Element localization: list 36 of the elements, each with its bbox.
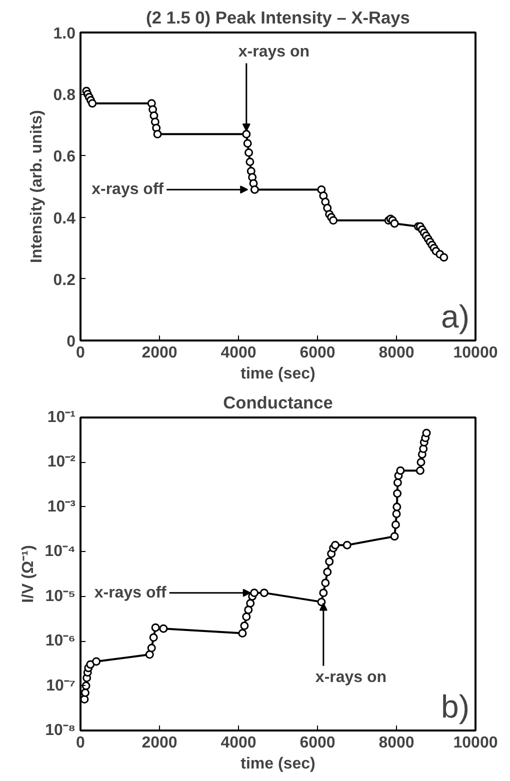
x-tick-label: 6000 [300, 344, 336, 362]
y-tick-label: 0.4 [53, 210, 76, 228]
y-tick-label: 10⁻⁵ [45, 588, 76, 605]
annotation: x-rays off [92, 181, 164, 198]
annotation: b) [441, 688, 470, 724]
x-tick-label: 2000 [142, 344, 178, 362]
y-tick-label: 10⁻³ [47, 498, 76, 516]
y-tick-label: 10⁻² [47, 454, 76, 471]
x-tick-label: 2000 [142, 734, 178, 752]
y-tick-label: 10⁻⁷ [46, 677, 76, 694]
annotation: x-rays off [94, 584, 168, 602]
y-axis-title: Intensity (arb. units) [28, 110, 46, 263]
x-tick-label: 10000 [453, 344, 498, 362]
annotation: x-rays on [315, 668, 387, 686]
chart-title: Conductance [223, 392, 334, 412]
x-tick-label: 6000 [300, 734, 336, 752]
x-tick-label: 4000 [220, 734, 256, 752]
y-tick-label: 0.8 [53, 87, 76, 104]
x-tick-label: 8000 [378, 344, 414, 362]
y-tick-label: 10⁻⁸ [45, 722, 76, 739]
annotation: x-rays on [238, 43, 310, 60]
y-tick-label: 0 [66, 334, 76, 350]
x-tick-label: 10000 [453, 734, 498, 752]
y-tick-label: 1.0 [53, 26, 76, 42]
y-tick-label: 0.6 [53, 148, 76, 166]
y-tick-label: 10⁻¹ [47, 409, 76, 426]
x-tick-label: 4000 [220, 344, 256, 362]
x-axis-title: time (sec) [240, 366, 316, 382]
annotation: a) [441, 298, 470, 334]
y-tick-label: 0.2 [53, 272, 76, 289]
chart-title: (2 1.5 0) Peak Intensity – X-Rays [146, 8, 410, 28]
y-axis-title: I/V (Ω⁻¹) [20, 545, 37, 603]
y-tick-label: 10⁻⁴ [44, 543, 76, 560]
y-tick-label: 10⁻⁶ [45, 632, 76, 650]
x-tick-label: 8000 [378, 734, 414, 752]
x-axis-title: time (sec) [240, 756, 316, 772]
